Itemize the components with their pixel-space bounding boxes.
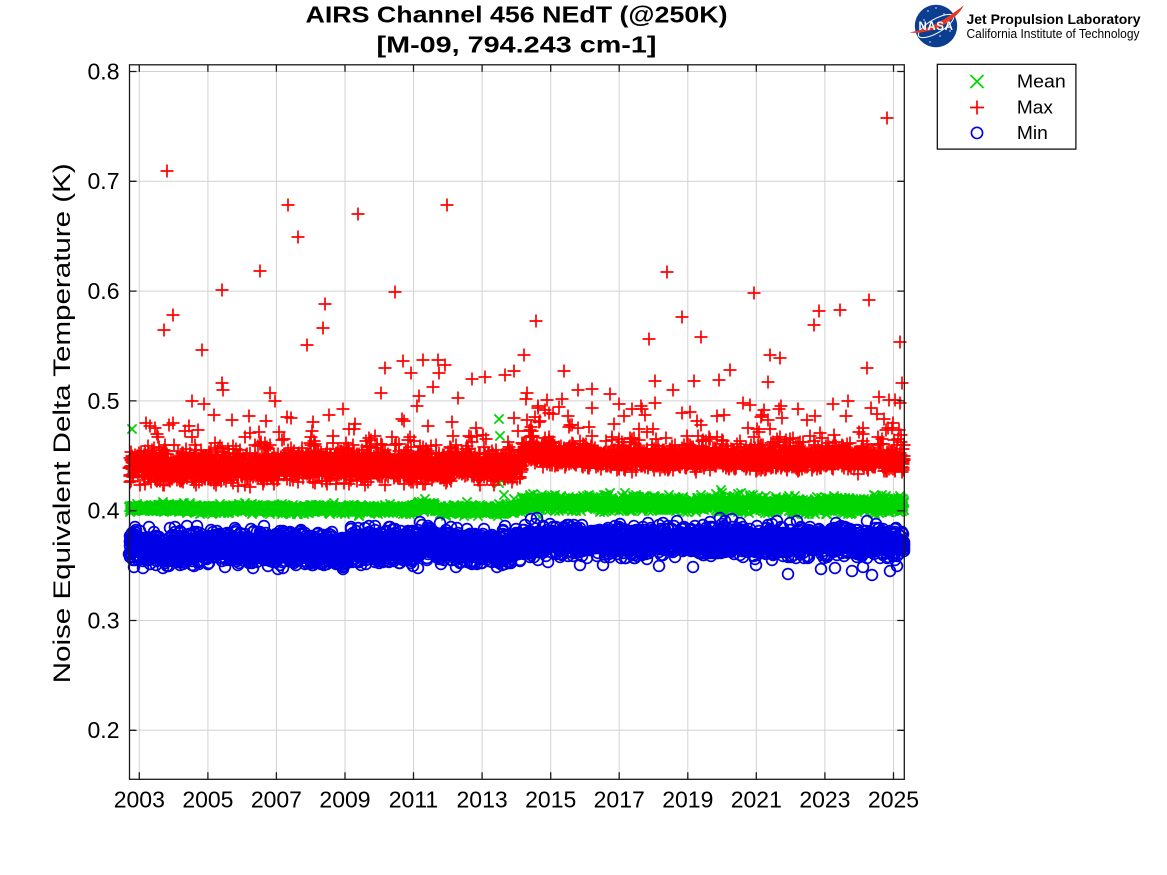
svg-text:0.4: 0.4 [88,498,120,524]
svg-text:2013: 2013 [457,787,508,813]
svg-text:Mean: Mean [1017,72,1066,92]
svg-text:2023: 2023 [799,787,850,813]
svg-text:0.6: 0.6 [88,278,120,304]
svg-text:Max: Max [1017,98,1053,118]
svg-text:2007: 2007 [251,787,302,813]
svg-text:0.8: 0.8 [88,58,120,84]
svg-text:[M-09, 794.243 cm-1]: [M-09, 794.243 cm-1] [377,32,657,58]
svg-text:0.3: 0.3 [88,607,120,633]
svg-text:NASA: NASA [919,21,954,33]
svg-text:Jet Propulsion Laboratory: Jet Propulsion Laboratory [967,11,1141,27]
svg-text:2025: 2025 [868,787,919,813]
svg-text:AIRS Channel 456 NEdT (@250K): AIRS Channel 456 NEdT (@250K) [306,2,728,28]
svg-text:2019: 2019 [662,787,713,813]
svg-text:2021: 2021 [731,787,782,813]
svg-text:0.7: 0.7 [88,168,120,194]
svg-text:Min: Min [1017,123,1048,143]
svg-text:2005: 2005 [182,787,233,813]
svg-text:2009: 2009 [319,787,370,813]
svg-text:2003: 2003 [114,787,165,813]
svg-text:0.2: 0.2 [88,717,120,743]
svg-text:2017: 2017 [594,787,645,813]
svg-text:0.5: 0.5 [88,388,120,414]
svg-text:California Institute of Techno: California Institute of Technology [967,27,1141,41]
svg-text:2015: 2015 [525,787,576,813]
svg-text:2011: 2011 [389,787,438,813]
svg-text:Noise Equivalent Delta Tempera: Noise Equivalent Delta Temperature (K) [49,163,76,683]
